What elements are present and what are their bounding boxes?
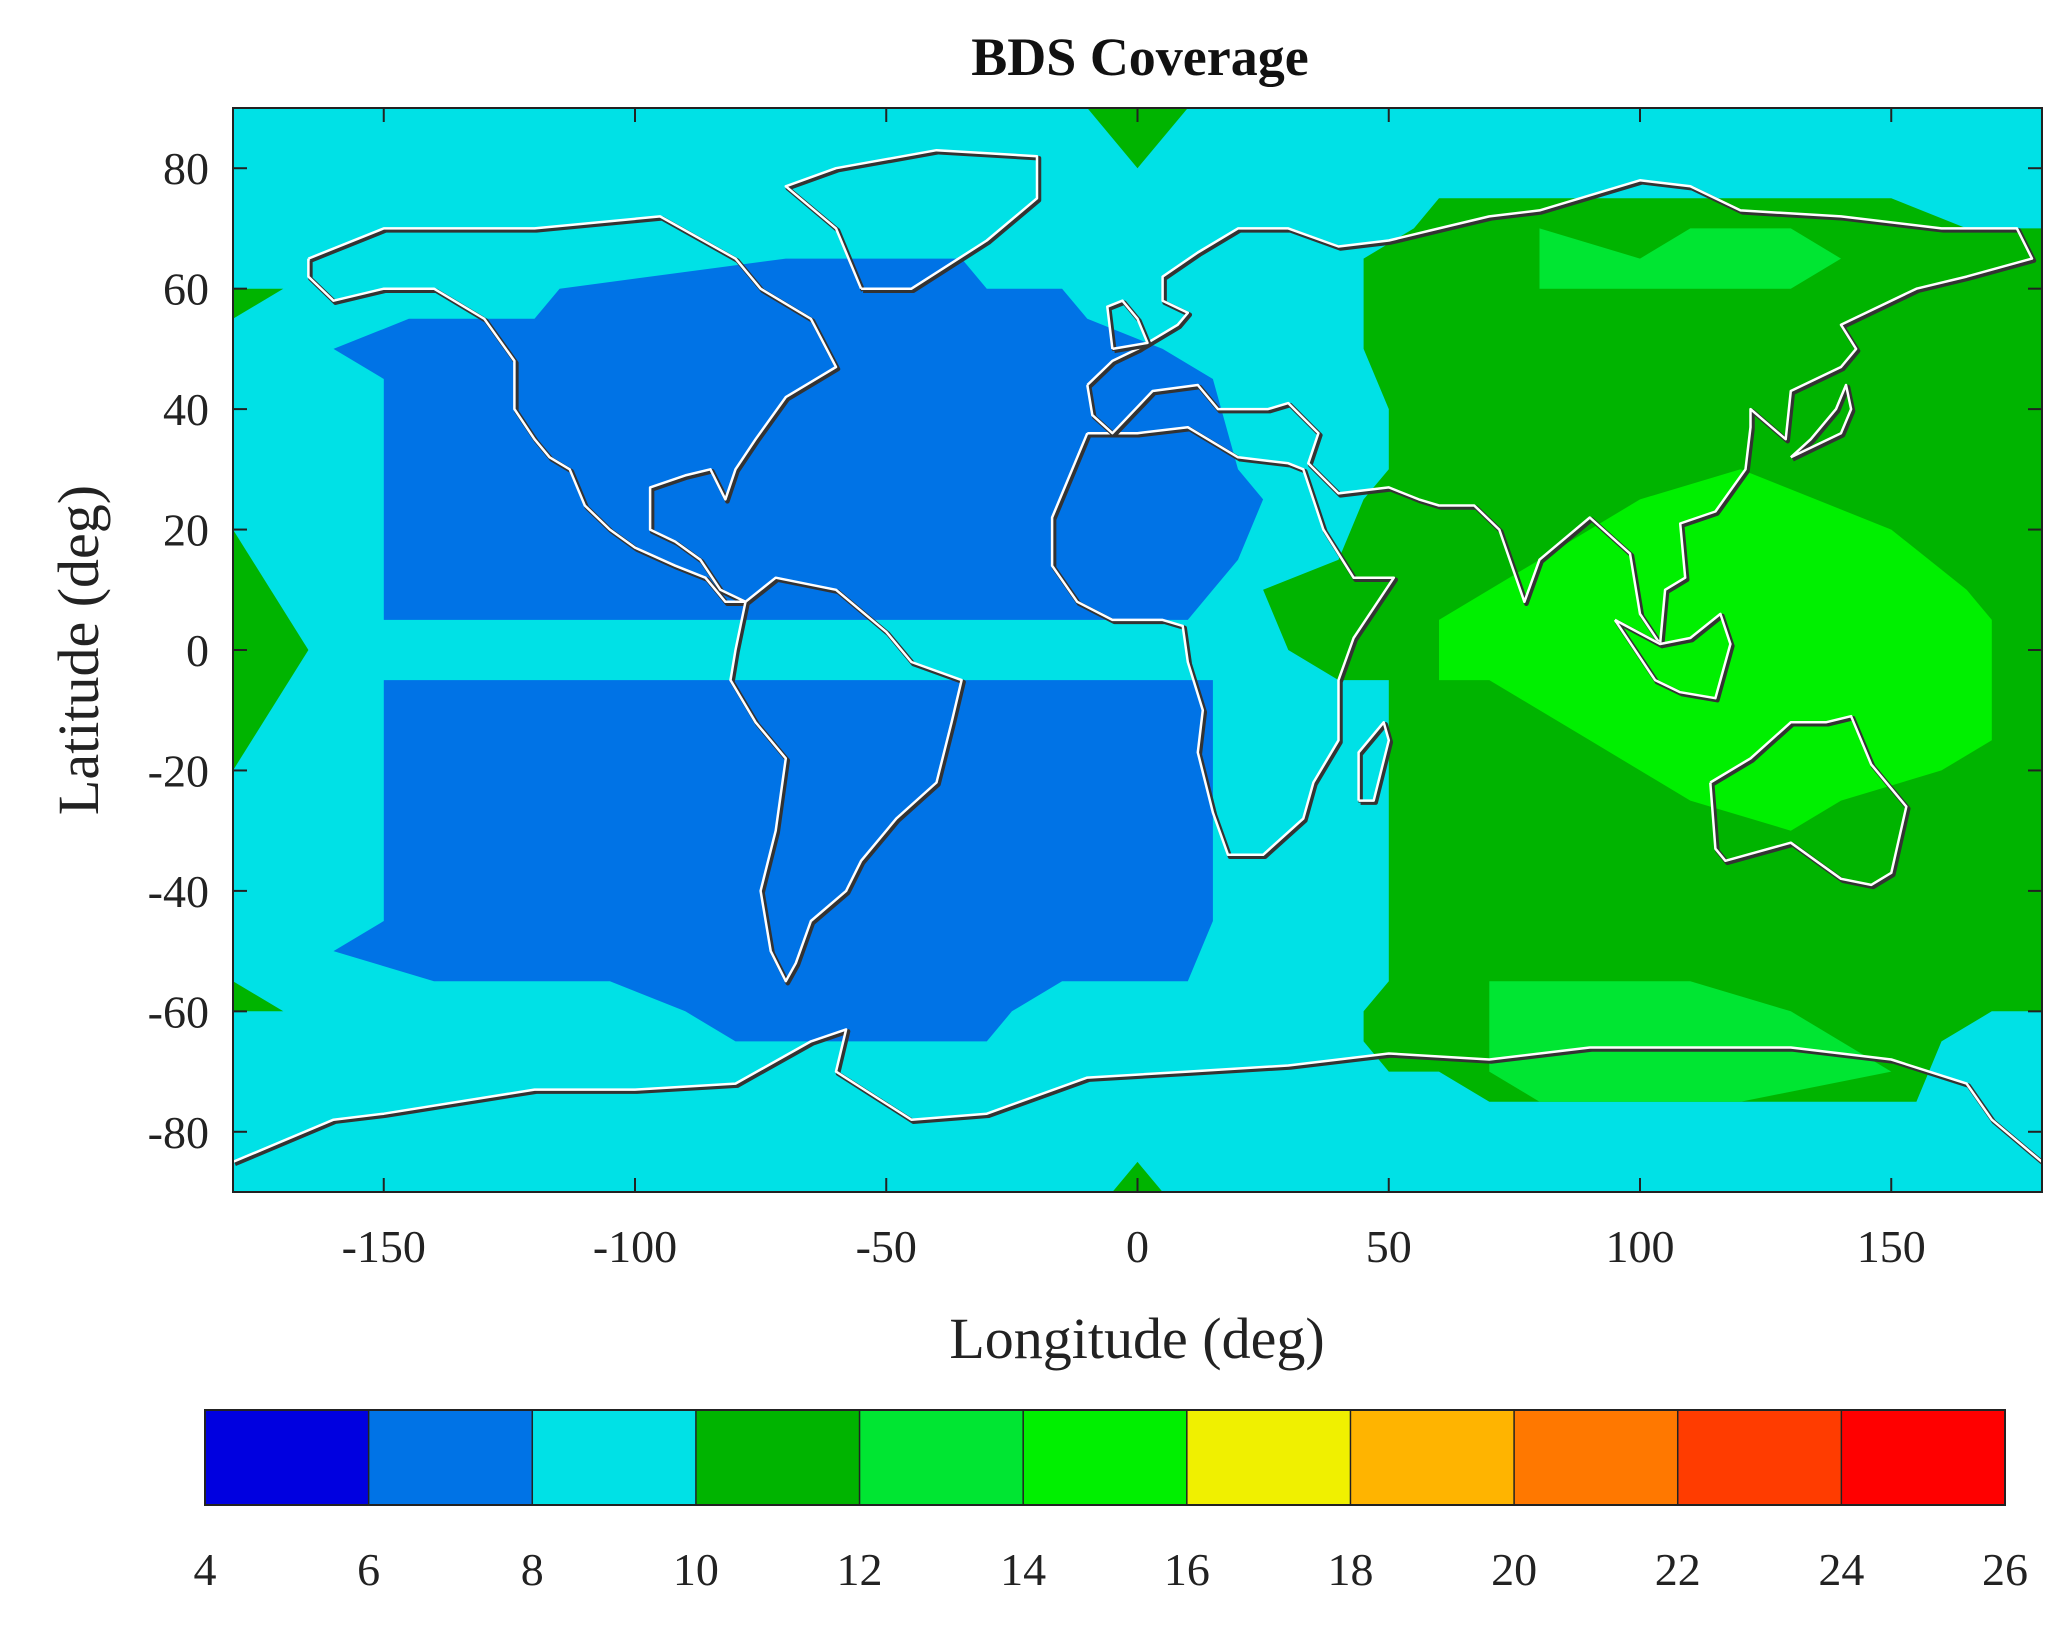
x-tick-label: 150	[1857, 1221, 1926, 1272]
colorbar-tick-label: 18	[1327, 1544, 1373, 1595]
colorbar-tick-label: 20	[1491, 1544, 1537, 1595]
coverage-region	[1489, 981, 1892, 1102]
x-axis: -150 -100 -50 0 50 100 150	[342, 108, 1926, 1272]
y-axis-label: Latitude (deg)	[46, 485, 111, 815]
y-axis: 80 60 40 20 0 -20 -40 -60 -80	[148, 143, 2042, 1158]
colorbar-tick-label: 4	[194, 1544, 217, 1595]
y-tick-label: 20	[163, 505, 209, 556]
coastline-shadow	[1710, 715, 1911, 890]
colorbar-bin	[1677, 1410, 1842, 1505]
x-tick-label: -150	[342, 1221, 426, 1272]
y-tick-label: 60	[163, 264, 209, 315]
coverage-region	[1087, 108, 1188, 169]
colorbar-tick-label: 12	[837, 1544, 883, 1595]
coastlines	[233, 148, 2042, 1166]
x-tick-label: 100	[1606, 1221, 1675, 1272]
coastline	[1357, 721, 1391, 802]
coverage-region	[1439, 469, 1992, 831]
colorbar-tick-label: 10	[673, 1544, 719, 1595]
colorbar-tick-label: 6	[357, 1544, 380, 1595]
x-tick-label: -50	[856, 1221, 917, 1272]
colorbar-bin	[1350, 1410, 1515, 1505]
colorbar-bin	[205, 1410, 369, 1505]
coastline	[1789, 383, 1853, 459]
coastline	[1050, 425, 1396, 857]
y-tick-label: 80	[163, 143, 209, 194]
x-tick-label: 50	[1366, 1221, 1412, 1272]
coverage-region	[233, 288, 284, 319]
colorbar-bin	[1841, 1410, 2005, 1505]
coastline	[307, 215, 838, 604]
colorbar-tick-label: 14	[1000, 1544, 1046, 1595]
y-tick-label: -20	[148, 745, 209, 796]
y-tick-label: -80	[148, 1107, 209, 1158]
chart-title: BDS Coverage	[971, 27, 1308, 87]
x-tick-label: 0	[1126, 1221, 1149, 1272]
colorbar-tick-label: 26	[1982, 1544, 2028, 1595]
coverage-regions	[233, 108, 2042, 1192]
x-tick-label: -100	[593, 1221, 677, 1272]
colorbar-bin	[1514, 1410, 1678, 1505]
colorbar-tick-label: 24	[1818, 1544, 1864, 1595]
colorbar-bin	[368, 1410, 533, 1505]
coverage-region	[333, 680, 1213, 1042]
y-tick-label: 40	[163, 384, 209, 435]
colorbar-tick-label: 22	[1655, 1544, 1701, 1595]
colorbar-bin	[859, 1410, 1024, 1505]
coastline	[1613, 612, 1732, 700]
plot-area	[232, 107, 2043, 1193]
coastline-shadow	[1791, 384, 1856, 462]
coverage-region	[333, 258, 1264, 620]
coastline	[1086, 179, 2034, 646]
coastline-shadow	[234, 1029, 2042, 1166]
colorbar-bin	[1186, 1410, 1351, 1505]
coastline-shadow	[1051, 426, 1399, 860]
coastline	[233, 1028, 2042, 1164]
y-tick-label: -40	[148, 866, 209, 917]
colorbar-bin	[532, 1410, 696, 1505]
coverage-region	[1112, 1161, 1163, 1192]
colorbar-tick-label: 16	[1164, 1544, 1210, 1595]
colorbar-bin	[1023, 1410, 1187, 1505]
coastline	[1709, 714, 1908, 887]
coastline-shadow	[1358, 722, 1394, 805]
coverage-region	[1539, 228, 1841, 289]
coverage-region	[233, 981, 284, 1012]
coastline	[1106, 299, 1149, 351]
colorbar: 4 6 8 10 12 14 16 18 20 22 24 26	[194, 1409, 2028, 1595]
x-axis-label: Longitude (deg)	[949, 1306, 1324, 1371]
y-tick-label: -60	[148, 986, 209, 1037]
coverage-region	[233, 529, 309, 771]
colorbar-tick-label: 8	[521, 1544, 544, 1595]
coastline	[729, 576, 963, 983]
y-tick-label: 0	[186, 625, 209, 676]
coastline	[784, 148, 1039, 290]
colorbar-bin	[695, 1410, 860, 1505]
